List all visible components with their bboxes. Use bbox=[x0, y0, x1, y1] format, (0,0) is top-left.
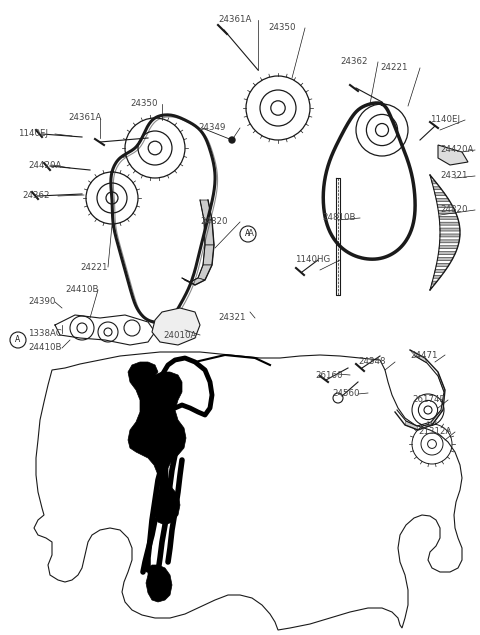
Text: 24410B: 24410B bbox=[28, 342, 61, 352]
Text: 24362: 24362 bbox=[22, 190, 49, 199]
Text: 21312A: 21312A bbox=[418, 427, 451, 436]
Text: 24221: 24221 bbox=[80, 262, 108, 272]
Polygon shape bbox=[435, 192, 446, 196]
Circle shape bbox=[229, 137, 235, 143]
Text: 24820: 24820 bbox=[440, 206, 468, 215]
Polygon shape bbox=[200, 200, 212, 220]
Text: 24349: 24349 bbox=[198, 123, 226, 133]
Polygon shape bbox=[439, 217, 458, 219]
Polygon shape bbox=[432, 281, 437, 284]
Text: 24560: 24560 bbox=[332, 389, 360, 398]
Polygon shape bbox=[190, 278, 205, 285]
Polygon shape bbox=[435, 269, 446, 272]
Polygon shape bbox=[152, 308, 200, 345]
Text: 24010A: 24010A bbox=[163, 330, 196, 340]
Text: A: A bbox=[15, 335, 21, 345]
Polygon shape bbox=[438, 251, 456, 255]
Text: 26160: 26160 bbox=[315, 370, 343, 380]
Polygon shape bbox=[433, 187, 442, 190]
Text: 24471: 24471 bbox=[410, 351, 437, 359]
Polygon shape bbox=[438, 210, 456, 213]
Text: 24221: 24221 bbox=[380, 64, 408, 72]
Text: 24410B: 24410B bbox=[65, 286, 98, 295]
Polygon shape bbox=[182, 278, 195, 285]
Text: A: A bbox=[248, 229, 254, 239]
Text: 1140EJ: 1140EJ bbox=[18, 130, 48, 138]
Polygon shape bbox=[431, 410, 443, 425]
Polygon shape bbox=[34, 352, 462, 630]
Polygon shape bbox=[440, 234, 460, 237]
Polygon shape bbox=[146, 565, 172, 602]
Polygon shape bbox=[440, 240, 459, 243]
Polygon shape bbox=[430, 175, 432, 178]
Polygon shape bbox=[204, 220, 214, 245]
Text: 1140HG: 1140HG bbox=[295, 255, 330, 265]
Text: 1140EJ: 1140EJ bbox=[430, 116, 460, 124]
Polygon shape bbox=[438, 372, 445, 392]
Text: 24350: 24350 bbox=[130, 100, 157, 109]
Polygon shape bbox=[440, 222, 459, 225]
Polygon shape bbox=[198, 265, 212, 280]
Text: 24361A: 24361A bbox=[68, 114, 101, 123]
Text: 24361A: 24361A bbox=[218, 15, 252, 25]
Polygon shape bbox=[440, 228, 460, 231]
Polygon shape bbox=[436, 264, 450, 267]
Text: 24810B: 24810B bbox=[322, 213, 356, 222]
Text: 24321: 24321 bbox=[218, 314, 245, 323]
Polygon shape bbox=[430, 287, 432, 290]
Text: 24420A: 24420A bbox=[440, 145, 473, 154]
Text: 24820: 24820 bbox=[200, 218, 228, 227]
Polygon shape bbox=[433, 275, 442, 278]
Text: 24390: 24390 bbox=[28, 298, 55, 307]
Polygon shape bbox=[410, 350, 427, 363]
Text: 1338AC: 1338AC bbox=[28, 328, 62, 337]
Polygon shape bbox=[432, 181, 437, 184]
Text: 24321: 24321 bbox=[440, 171, 468, 180]
Text: 26174P: 26174P bbox=[412, 396, 444, 404]
Polygon shape bbox=[203, 245, 214, 265]
Polygon shape bbox=[436, 199, 450, 201]
Polygon shape bbox=[437, 204, 453, 208]
Text: 24350: 24350 bbox=[268, 23, 296, 32]
Polygon shape bbox=[439, 246, 458, 249]
Polygon shape bbox=[405, 421, 418, 430]
Text: 24348: 24348 bbox=[358, 358, 385, 366]
Polygon shape bbox=[437, 258, 453, 260]
Polygon shape bbox=[128, 362, 186, 525]
Text: 24420A: 24420A bbox=[28, 161, 61, 170]
Text: A: A bbox=[245, 229, 251, 239]
Text: 24362: 24362 bbox=[340, 58, 368, 67]
Polygon shape bbox=[438, 145, 468, 165]
